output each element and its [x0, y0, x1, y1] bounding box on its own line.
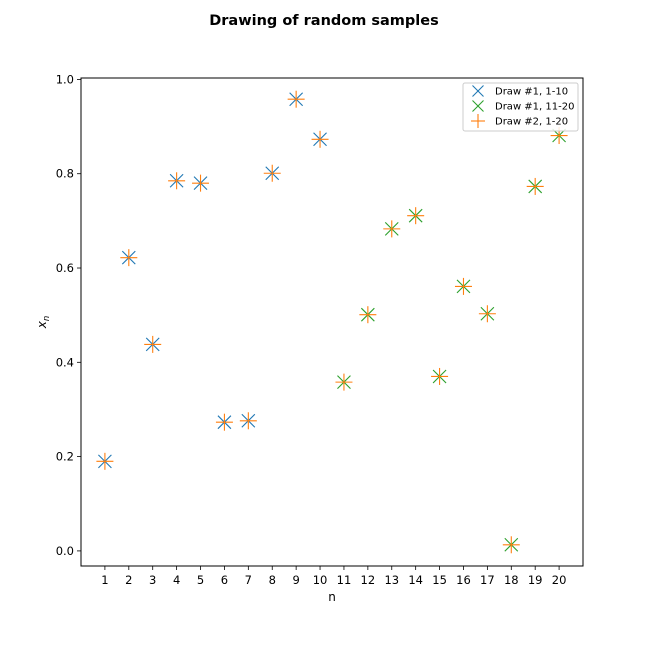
y-axis-label-main: x	[35, 320, 49, 329]
y-tick-label: 0.0	[56, 544, 74, 558]
x-tick-label: 20	[552, 573, 567, 587]
x-tick-label: 3	[149, 573, 156, 587]
legend-label-series-1: Draw #1, 1-10	[495, 87, 568, 98]
chart-title: Drawing of random samples	[209, 13, 439, 29]
data-point-series-3	[431, 367, 449, 385]
legend-marker-series-1	[472, 85, 484, 97]
data-point-series-3	[120, 249, 138, 267]
x-tick-label: 1	[101, 573, 108, 587]
y-tick-label: 0.4	[56, 355, 74, 369]
legend-marker-series-3	[471, 114, 485, 128]
data-point-series-3	[144, 335, 162, 353]
data-point-series-3	[263, 164, 281, 182]
data-point-series-3	[407, 207, 425, 225]
y-axis-label-subscript: n	[42, 316, 52, 321]
data-point-series-3	[168, 172, 186, 190]
data-point-series-3	[311, 130, 329, 148]
x-tick-label: 12	[361, 573, 376, 587]
x-axis-label: n	[328, 590, 336, 604]
x-tick-label: 16	[456, 573, 471, 587]
data-point-series-3	[192, 174, 210, 192]
data-point-series-3	[454, 277, 472, 295]
data-point-series-3	[239, 412, 257, 430]
legend-marker-series-2	[472, 100, 484, 112]
x-tick-label: 14	[408, 573, 423, 587]
y-tick-label: 0.6	[56, 261, 74, 275]
x-tick-label: 13	[384, 573, 399, 587]
data-point-series-3	[335, 373, 353, 391]
data-points	[96, 90, 568, 554]
x-tick-label: 4	[173, 573, 180, 587]
x-tick-label: 19	[528, 573, 543, 587]
x-tick-label: 8	[269, 573, 276, 587]
x-tick-label: 6	[221, 573, 228, 587]
data-point-series-3	[383, 220, 401, 238]
x-tick-label: 9	[292, 573, 299, 587]
legend: Draw #1, 1-10 Draw #1, 11-20 Draw #2, 1-20	[462, 82, 579, 132]
data-point-series-3	[359, 306, 377, 324]
data-point-series-3	[478, 305, 496, 323]
x-tick-label: 11	[337, 573, 352, 587]
axes-frame	[80, 77, 584, 567]
axis-ticks: 1 2 3 4 5 6 7 8 9 10 11 12 13 14 15 16 17 18 19 200.00.20.4…	[56, 72, 567, 587]
x-tick-label: 2	[125, 573, 132, 587]
x-tick-label: 10	[313, 573, 328, 587]
x-tick-label: 18	[504, 573, 519, 587]
y-tick-label: 0.8	[56, 167, 74, 181]
legend-label-series-2: Draw #1, 11-20	[495, 102, 574, 113]
y-tick-label: 1.0	[56, 72, 74, 86]
legend-label-series-3: Draw #2, 1-20	[495, 117, 568, 128]
data-point-series-3	[287, 90, 305, 108]
x-tick-label: 5	[197, 573, 204, 587]
data-point-series-3	[215, 413, 233, 431]
data-point-series-3	[526, 177, 544, 195]
data-point-series-3	[96, 452, 114, 470]
x-tick-label: 7	[245, 573, 252, 587]
y-axis-label: xn	[35, 316, 52, 330]
x-tick-label: 15	[432, 573, 447, 587]
data-point-series-3	[502, 536, 520, 554]
y-tick-label: 0.2	[56, 450, 74, 464]
x-tick-label: 17	[480, 573, 495, 587]
legend-frame	[462, 82, 579, 132]
